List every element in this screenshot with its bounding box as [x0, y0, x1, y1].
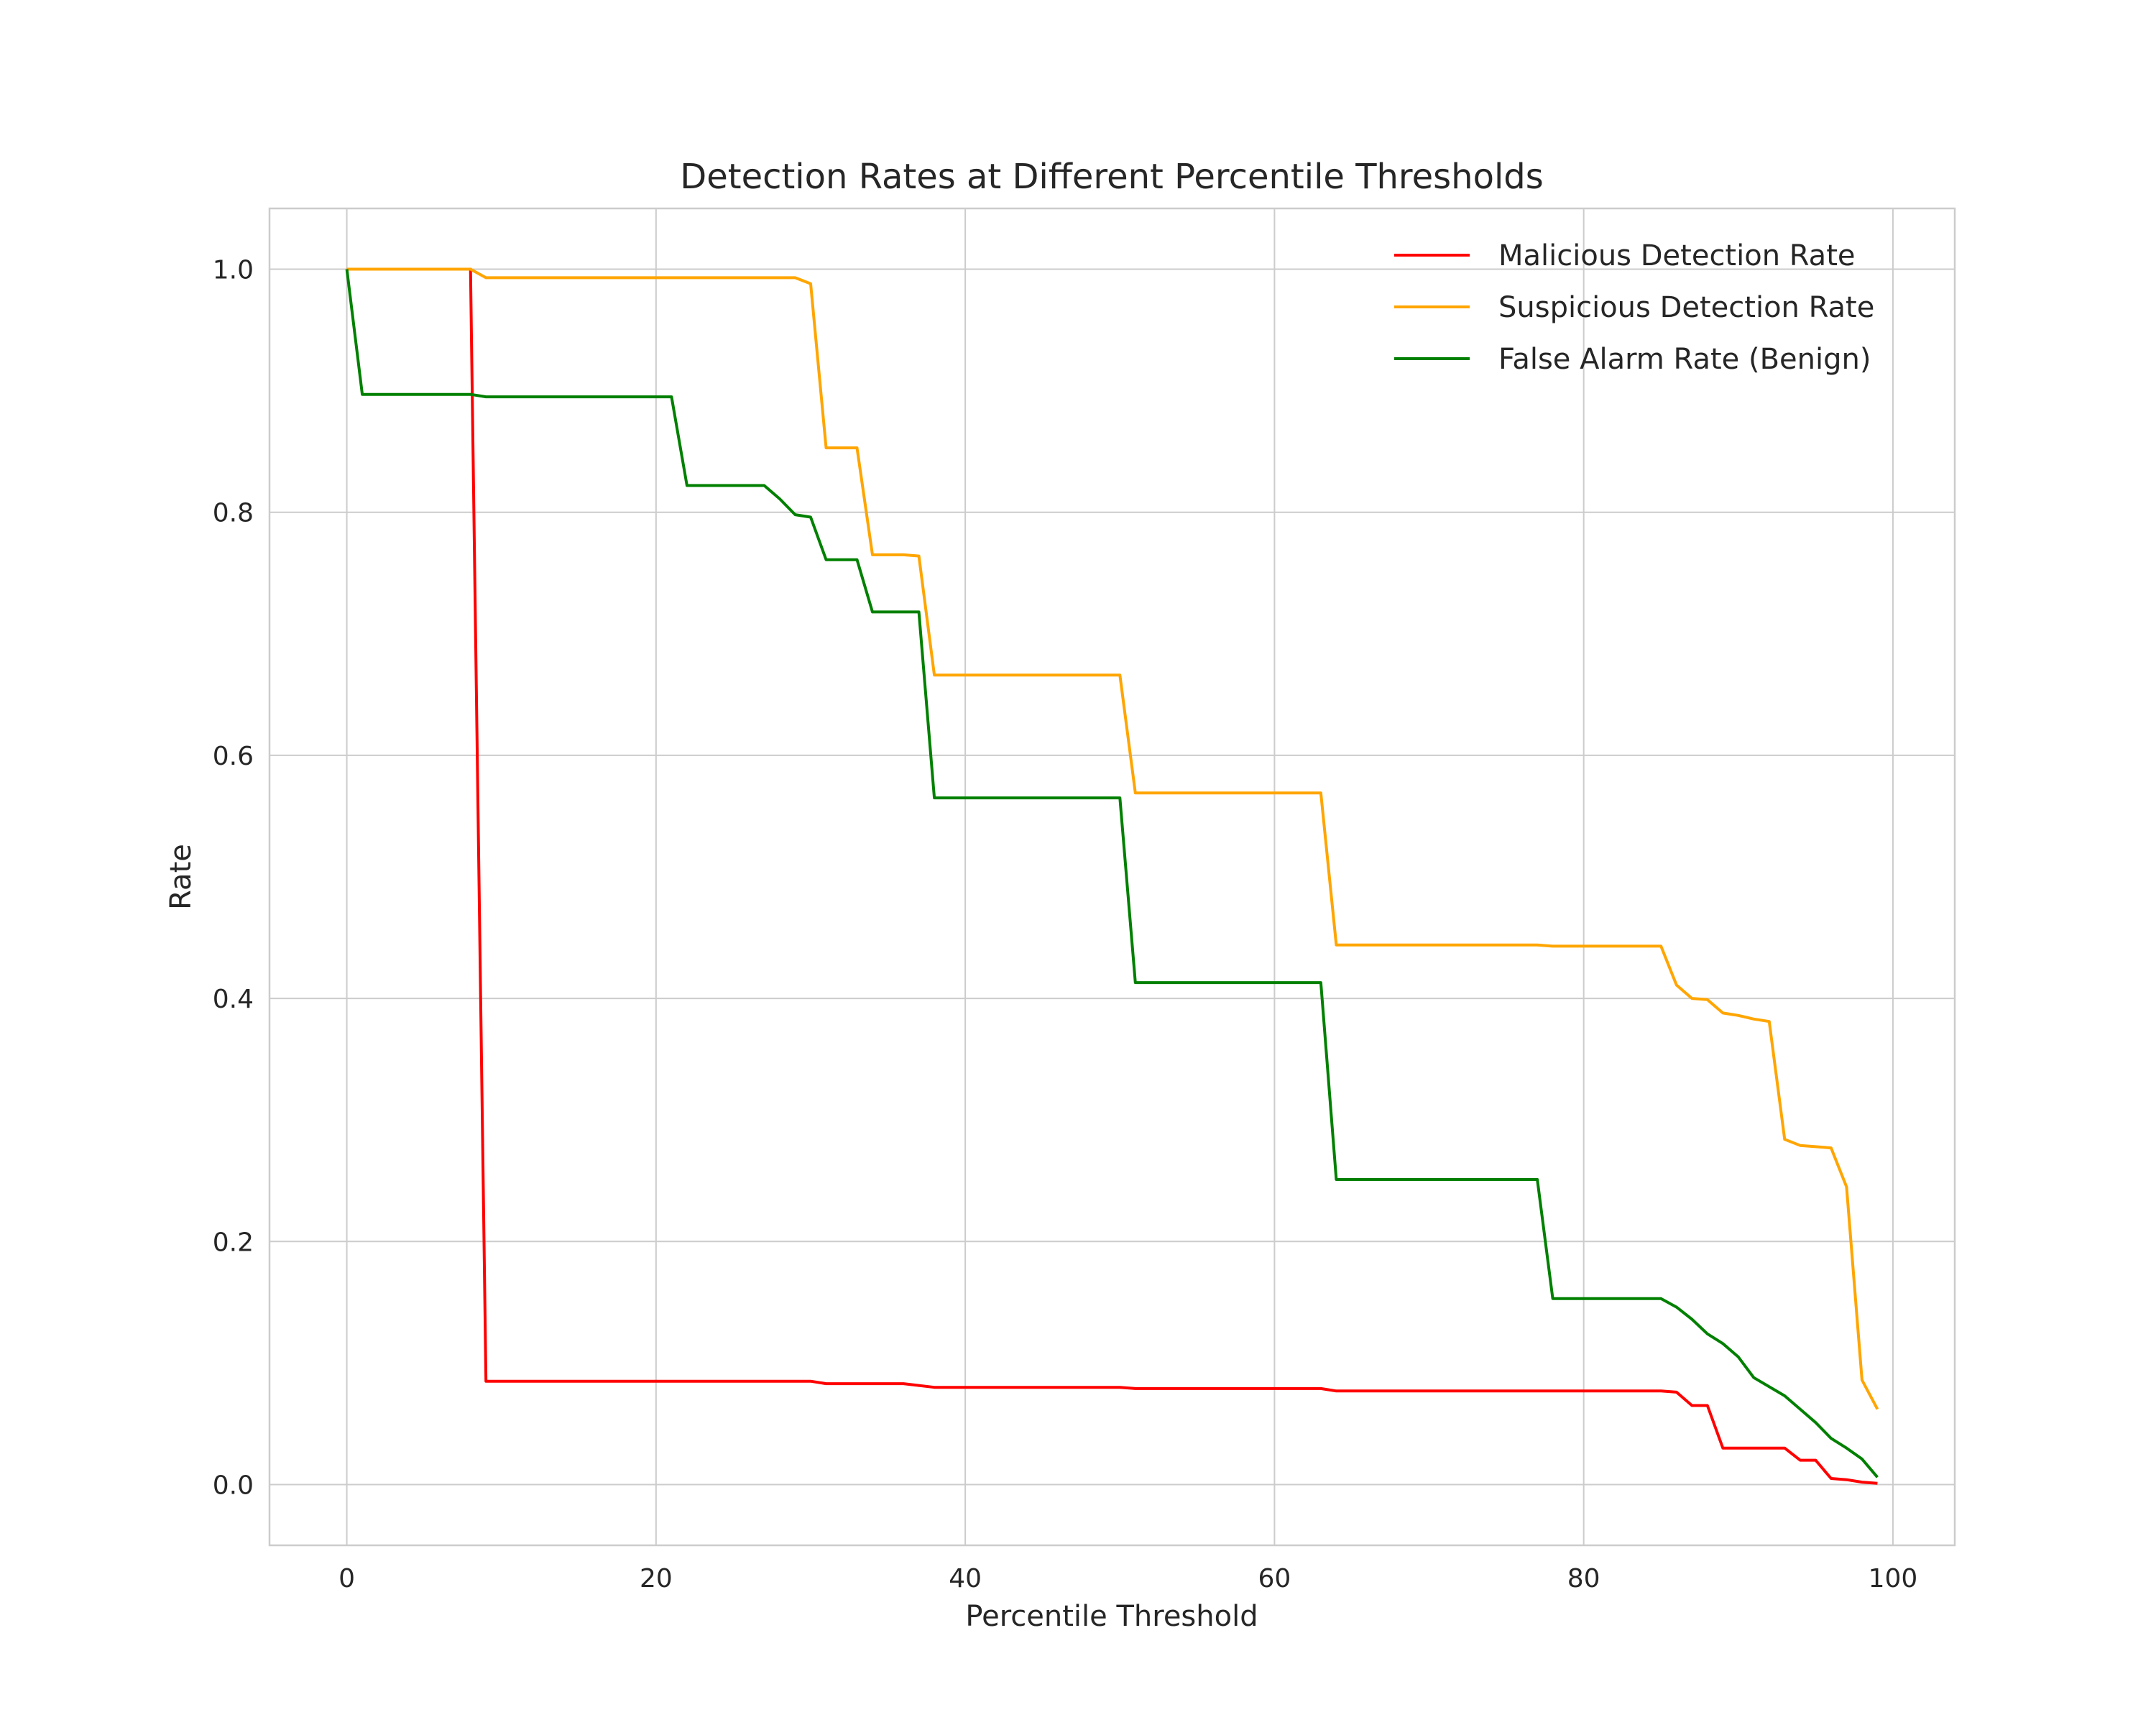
legend: Malicious Detection Rate Suspicious Detec… [1394, 239, 1874, 376]
x-tick-labels: 0 20 40 60 80 100 [338, 1564, 1917, 1593]
y-tick-label: 0.6 [213, 742, 254, 771]
series-line-3 [345, 269, 1879, 1478]
x-tick-label: 20 [640, 1564, 673, 1593]
y-tick-label: 0.8 [213, 499, 254, 528]
y-tick-label: 0.0 [213, 1471, 254, 1500]
x-tick-label: 100 [1869, 1564, 1918, 1593]
series-lines [345, 267, 1879, 1485]
y-tick-label: 0.2 [213, 1228, 254, 1257]
x-tick-label: 80 [1567, 1564, 1600, 1593]
y-tick-label: 1.0 [213, 256, 254, 285]
y-tick-label: 0.4 [213, 985, 254, 1014]
chart-title: Detection Rates at Different Percentile … [680, 157, 1544, 197]
series-line-2 [346, 267, 1879, 1410]
x-gridlines [346, 208, 1894, 1545]
x-axis-label: Percentile Threshold [965, 1600, 1258, 1633]
y-axis-label: Rate [165, 844, 198, 910]
series-line-1 [346, 267, 1878, 1485]
legend-label-3: False Alarm Rate (Benign) [1498, 343, 1871, 376]
legend-label-1: Malicious Detection Rate [1498, 239, 1855, 272]
plot-frame [268, 207, 1956, 1547]
x-tick-label: 60 [1258, 1564, 1291, 1593]
y-tick-labels: 0.0 0.2 0.4 0.6 0.8 1.0 [213, 256, 254, 1501]
x-tick-label: 40 [949, 1564, 982, 1593]
y-gridlines [270, 268, 1955, 1486]
legend-label-2: Suspicious Detection Rate [1498, 291, 1874, 324]
x-tick-label: 0 [338, 1564, 355, 1593]
